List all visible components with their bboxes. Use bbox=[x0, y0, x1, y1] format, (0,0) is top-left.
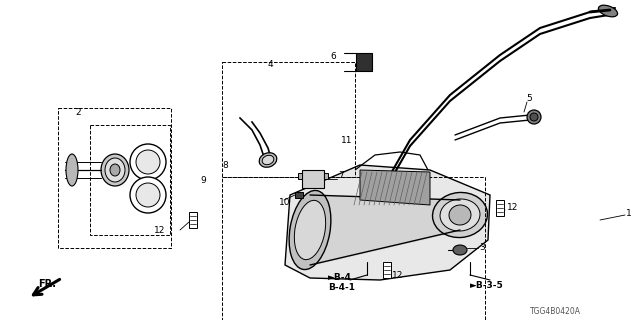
Ellipse shape bbox=[598, 5, 618, 17]
Text: 12: 12 bbox=[507, 203, 518, 212]
Bar bbox=[222, 177, 485, 320]
Ellipse shape bbox=[449, 205, 471, 225]
Ellipse shape bbox=[66, 154, 78, 186]
Bar bbox=[298, 173, 302, 179]
Ellipse shape bbox=[105, 158, 125, 182]
Text: 11: 11 bbox=[341, 135, 353, 145]
Bar bbox=[222, 62, 355, 177]
Text: 7: 7 bbox=[338, 171, 344, 180]
Text: 9: 9 bbox=[200, 175, 205, 185]
Text: 12: 12 bbox=[392, 270, 403, 279]
Text: 12: 12 bbox=[154, 226, 165, 235]
Text: 8: 8 bbox=[222, 161, 228, 170]
Ellipse shape bbox=[453, 245, 467, 255]
Circle shape bbox=[130, 144, 166, 180]
Text: ►B-3-5: ►B-3-5 bbox=[470, 282, 504, 291]
Ellipse shape bbox=[289, 190, 331, 269]
Ellipse shape bbox=[259, 153, 276, 167]
Bar bbox=[295, 192, 303, 198]
Circle shape bbox=[527, 110, 541, 124]
Polygon shape bbox=[285, 165, 490, 280]
Polygon shape bbox=[360, 170, 430, 205]
Ellipse shape bbox=[433, 192, 488, 237]
Circle shape bbox=[530, 113, 538, 121]
Text: 10: 10 bbox=[279, 197, 291, 206]
Bar bbox=[356, 53, 372, 71]
Bar bbox=[496, 200, 504, 216]
Text: 2: 2 bbox=[75, 108, 81, 116]
Bar bbox=[302, 170, 324, 188]
Bar bbox=[189, 212, 197, 228]
Text: B-4-1: B-4-1 bbox=[328, 284, 355, 292]
Bar bbox=[324, 173, 328, 179]
Circle shape bbox=[136, 150, 160, 174]
Text: ►B-4: ►B-4 bbox=[328, 274, 352, 283]
Text: TGG4B0420A: TGG4B0420A bbox=[530, 308, 581, 316]
Text: 6: 6 bbox=[330, 52, 336, 60]
Text: 3: 3 bbox=[479, 243, 484, 252]
Bar bbox=[58, 108, 171, 248]
Circle shape bbox=[130, 177, 166, 213]
Text: 1: 1 bbox=[626, 209, 632, 218]
Text: FR.: FR. bbox=[38, 279, 56, 289]
Ellipse shape bbox=[440, 199, 480, 231]
Bar bbox=[90, 125, 170, 235]
Bar bbox=[383, 262, 391, 278]
Circle shape bbox=[136, 183, 160, 207]
Text: 4: 4 bbox=[268, 60, 274, 68]
Text: 5: 5 bbox=[526, 93, 532, 102]
Ellipse shape bbox=[262, 155, 274, 165]
Ellipse shape bbox=[294, 200, 326, 260]
Ellipse shape bbox=[101, 154, 129, 186]
Ellipse shape bbox=[110, 164, 120, 176]
